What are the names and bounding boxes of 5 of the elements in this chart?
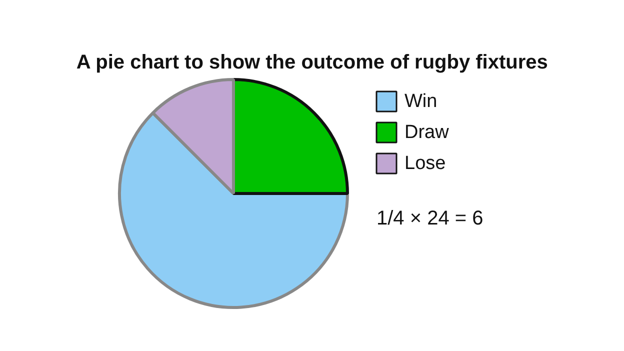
legend-label: Lose xyxy=(404,153,446,174)
text: 1/4 × 24 = 6 xyxy=(376,208,484,230)
legend-label: Win xyxy=(404,91,438,112)
chart-title: A pie chart to show the outcome of rugby fixtures xyxy=(76,52,548,74)
legend-label: Draw xyxy=(404,122,450,143)
